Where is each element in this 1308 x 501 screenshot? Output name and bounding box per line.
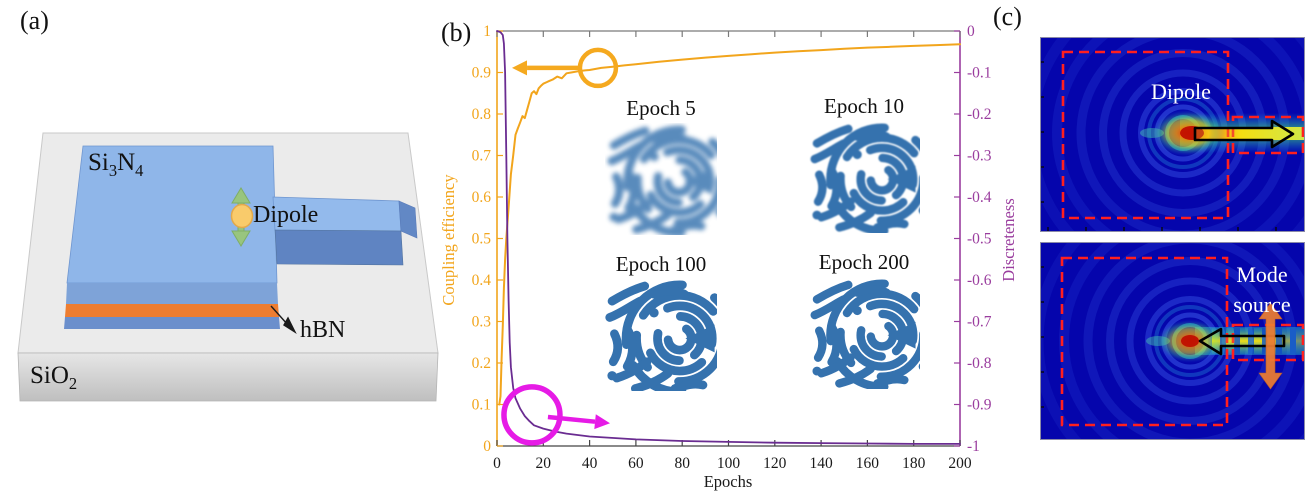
svg-text:-0.6: -0.6	[967, 272, 992, 289]
inset-epoch-100-pattern	[605, 279, 717, 391]
inset-epoch-5-pattern	[605, 123, 717, 235]
svg-text:200: 200	[948, 455, 972, 472]
svg-text:100: 100	[717, 455, 741, 472]
hotspot-core	[1180, 126, 1204, 140]
hbn-label: hBN	[300, 317, 346, 343]
inset-epoch-100: Epoch 100	[605, 254, 717, 391]
design-region-box	[1061, 50, 1230, 220]
svg-text:-0.3: -0.3	[967, 148, 992, 165]
svg-text:0: 0	[493, 455, 501, 472]
inset-epoch-10-pattern	[808, 121, 920, 233]
hbn-pointer-arrow	[270, 305, 297, 334]
inset-epoch-100-title: Epoch 100	[615, 252, 707, 276]
sio2-front-face	[17, 352, 439, 402]
power-flow-arrow	[1193, 119, 1295, 149]
discreteness-callout-circle	[501, 384, 563, 446]
image-border	[1040, 37, 1305, 232]
field-map-dipole: Dipole	[1040, 37, 1305, 232]
svg-text:-0.1: -0.1	[967, 65, 992, 82]
discreteness-callout-arrowhead	[594, 414, 610, 430]
svg-text:160: 160	[856, 455, 880, 472]
svg-text:120: 120	[763, 455, 787, 472]
mode-source-label-line1: Mode	[1236, 262, 1287, 287]
design-region-box	[1060, 256, 1229, 427]
svg-text:0.3: 0.3	[472, 314, 492, 331]
hbn-layer	[65, 304, 279, 317]
svg-text:140: 140	[809, 455, 833, 472]
svg-text:-0.5: -0.5	[967, 231, 992, 248]
svg-text:0.5: 0.5	[472, 231, 492, 248]
si3n4-front-face	[66, 283, 278, 304]
mode-source-label-line2: source	[1233, 292, 1290, 317]
field-map-mode-source: Mode source	[1040, 242, 1305, 440]
si3n4-label: Si3N4	[88, 149, 144, 180]
dipole-label: Dipole	[253, 202, 319, 228]
svg-text:80: 80	[674, 455, 690, 472]
svg-text:20: 20	[536, 455, 552, 472]
coupling-efficiency-curve	[498, 43, 961, 406]
lower-si3n4-front	[64, 317, 280, 329]
svg-text:0.9: 0.9	[472, 65, 492, 82]
waveguide-end-face	[398, 200, 418, 239]
axis-ticks	[1040, 61, 1277, 232]
svg-text:-0.9: -0.9	[967, 397, 992, 414]
mode-source-arrow	[1258, 302, 1283, 390]
inset-epoch-10-title: Epoch 10	[824, 94, 904, 118]
sio2-label: SiO2	[30, 362, 78, 393]
inset-epoch-200: Epoch 200	[808, 252, 920, 389]
monitor-box	[1231, 115, 1305, 155]
svg-text:0.4: 0.4	[472, 272, 492, 289]
panel-a-label: (a)	[20, 6, 49, 35]
svg-text:-0.2: -0.2	[967, 106, 992, 123]
svg-text:-1: -1	[967, 438, 980, 455]
svg-text:0.7: 0.7	[472, 148, 492, 165]
inset-epoch-5: Epoch 5	[605, 98, 717, 235]
svg-text:0.1: 0.1	[472, 397, 491, 414]
inset-epoch-200-pattern	[808, 277, 920, 389]
x-axis-label: Epochs	[704, 472, 753, 491]
svg-text:-0.4: -0.4	[967, 189, 992, 206]
svg-text:1: 1	[483, 23, 491, 40]
svg-text:0: 0	[967, 23, 975, 40]
waveguide-front-face	[274, 229, 404, 266]
discreteness-callout-arrow	[547, 414, 596, 424]
svg-text:0.6: 0.6	[472, 189, 492, 206]
dipole-field-label: Dipole	[1151, 79, 1211, 104]
panel-c-label: (c)	[993, 2, 1022, 31]
svg-text:40: 40	[582, 455, 598, 472]
device-schematic	[17, 132, 439, 402]
panel-b-label: (b)	[441, 18, 472, 47]
svg-text:0.8: 0.8	[472, 106, 492, 123]
coupling-callout-arrowhead	[512, 60, 527, 76]
svg-text:0.2: 0.2	[472, 355, 491, 372]
dipole-emitter	[230, 203, 254, 229]
optimization-chart: 0 20 40 60 80 100 120 140 160 180 200 0 0.1 0.2 0.3 0.4…	[440, 23, 1018, 491]
discreteness-curve	[496, 30, 961, 445]
svg-text:-0.7: -0.7	[967, 314, 992, 331]
svg-text:-0.8: -0.8	[967, 355, 992, 372]
svg-text:180: 180	[902, 455, 926, 472]
inset-epoch-200-title: Epoch 200	[818, 250, 910, 274]
svg-text:60: 60	[628, 455, 644, 472]
left-y-axis-label: Coupling efficiency	[440, 174, 458, 306]
svg-text:0: 0	[483, 438, 491, 455]
inset-epoch-10: Epoch 10	[808, 96, 920, 233]
right-y-axis-label: Discreteness	[999, 198, 1018, 281]
hotspot-core	[1181, 335, 1199, 347]
inset-epoch-5-title: Epoch 5	[626, 96, 696, 120]
image-border	[1040, 242, 1305, 440]
